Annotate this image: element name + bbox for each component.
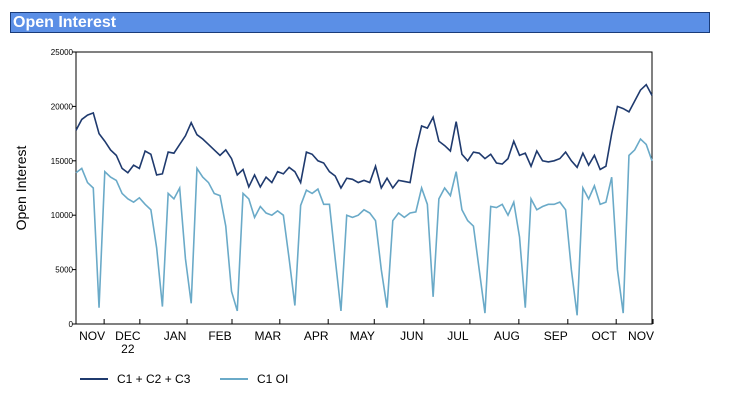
x-tick-label: NOV: [79, 329, 105, 343]
legend-label: C1 + C2 + C3: [117, 372, 191, 386]
x-tick-label: JUL: [447, 329, 469, 343]
x-tick-label: FEB: [208, 329, 231, 343]
x-tick-label: JUN: [400, 329, 423, 343]
series-line: [75, 137, 653, 316]
series-line: [75, 83, 653, 191]
x-tick-label: MAR: [254, 329, 281, 343]
y-tick-label: 20000: [51, 102, 74, 111]
x-tick-label: SEP: [544, 329, 568, 343]
y-tick-label: 0: [69, 320, 74, 329]
y-tick-label: 10000: [51, 211, 74, 220]
y-tick-label: 15000: [51, 157, 74, 166]
x-tick-label: OCT: [592, 329, 618, 343]
x-tick-label: AUG: [494, 329, 520, 343]
legend-label: C1 OI: [257, 372, 288, 386]
y-axis-label: Open Interest: [13, 145, 29, 230]
y-tick-label: 5000: [55, 266, 73, 275]
x-tick-label: MAY: [350, 329, 375, 343]
plot-frame: [75, 51, 653, 325]
x-tick-label: DEC 22: [115, 329, 141, 356]
header-title: Open Interest: [10, 12, 710, 33]
x-tick-label: APR: [304, 329, 329, 343]
y-tick-label: 25000: [51, 48, 74, 57]
x-tick-label: JAN: [164, 329, 187, 343]
x-tick-label: NOV: [628, 329, 654, 343]
